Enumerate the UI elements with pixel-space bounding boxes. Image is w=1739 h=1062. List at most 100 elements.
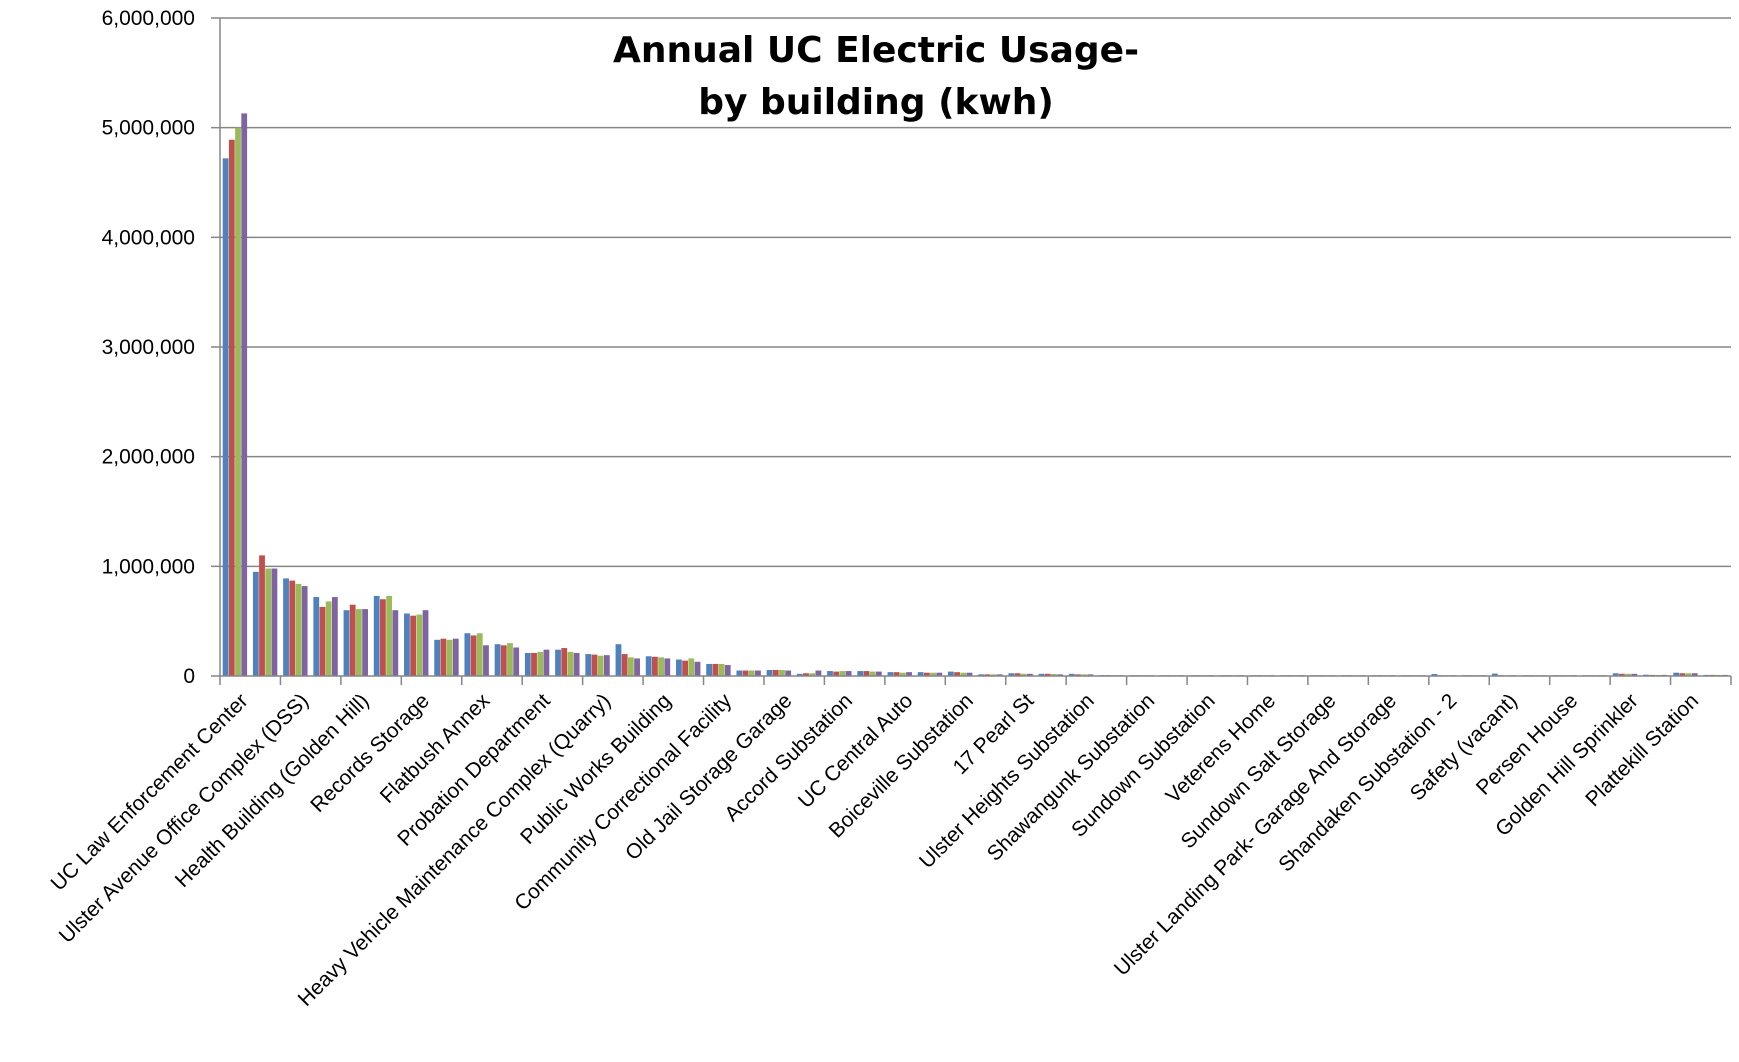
bar [785, 670, 792, 676]
bar [591, 654, 598, 676]
bar [947, 671, 954, 676]
bar [1679, 673, 1686, 676]
bars [222, 113, 1728, 677]
bar [325, 601, 332, 676]
bar [241, 113, 248, 676]
bar [1491, 673, 1498, 676]
bar [682, 660, 689, 676]
axes [211, 17, 1732, 685]
bar [917, 672, 924, 676]
bar [531, 652, 537, 676]
bar [440, 638, 447, 676]
bar [507, 643, 513, 676]
bar [422, 610, 429, 676]
bar [464, 633, 471, 676]
bar [1081, 674, 1088, 676]
bar [265, 568, 272, 676]
bar [1020, 673, 1027, 676]
bar [259, 555, 265, 676]
bar [1038, 673, 1045, 676]
bar [271, 568, 278, 676]
bar [869, 671, 876, 676]
y-tick-label: 1,000,000 [102, 555, 195, 578]
bar [573, 652, 580, 676]
bar [1685, 673, 1692, 676]
bar [222, 158, 229, 676]
bar [313, 597, 320, 676]
bar [664, 658, 671, 676]
bar [1075, 674, 1081, 676]
bar [996, 674, 1003, 676]
x-category-label: Plattekill Station [1581, 689, 1703, 811]
bar [603, 655, 610, 676]
bar [978, 674, 985, 676]
x-category-label: Ulster Avenue Office Complex (DSS) [55, 689, 313, 947]
bar [331, 597, 338, 676]
bar [386, 595, 393, 676]
bar [694, 661, 701, 676]
bar [1631, 673, 1638, 676]
bar [621, 654, 628, 676]
bar [301, 586, 308, 676]
x-category-label: Safety (vacant) [1406, 689, 1522, 805]
bar [537, 651, 544, 676]
bar [500, 645, 507, 676]
bar [1008, 673, 1015, 676]
bar [960, 672, 967, 676]
bar [658, 657, 664, 676]
bar [416, 614, 423, 676]
bar [772, 669, 779, 676]
bar [809, 673, 816, 676]
bar [235, 127, 241, 677]
y-tick-label: 3,000,000 [102, 336, 195, 359]
bar [380, 599, 386, 676]
bar [634, 658, 640, 676]
bar [1051, 674, 1057, 676]
bar [706, 663, 713, 676]
x-category-label: Veterens Home [1162, 689, 1281, 808]
y-tick-label: 6,000,000 [102, 7, 195, 30]
bar [990, 674, 997, 676]
bar [585, 654, 592, 676]
bar [688, 658, 695, 676]
bar [392, 610, 399, 676]
bar [349, 604, 356, 676]
bar [893, 672, 900, 676]
bar [524, 652, 531, 676]
bar [1625, 673, 1632, 676]
bar [755, 670, 761, 676]
bar [597, 655, 604, 676]
bar [1673, 672, 1680, 676]
bar [899, 672, 906, 676]
bar [875, 671, 882, 676]
y-tick-label: 4,000,000 [102, 226, 195, 249]
bar [815, 670, 822, 676]
bar [930, 672, 936, 676]
x-category-label: Community Correctional Facility [510, 689, 736, 915]
bar [1087, 674, 1094, 676]
bar [513, 647, 520, 676]
bar [748, 670, 755, 676]
y-tick-label: 5,000,000 [102, 117, 195, 140]
bar [1044, 673, 1051, 676]
bar [343, 610, 350, 676]
bar [712, 663, 719, 676]
bar [1068, 673, 1075, 676]
labels: 0 1,000,000 2,000,000 3,000,000 4,000,000 5,0… [47, 7, 1704, 1011]
bar [936, 672, 943, 676]
bar [1691, 673, 1698, 676]
bar [887, 672, 894, 676]
bar [839, 671, 846, 676]
bar [803, 673, 809, 676]
bar [1431, 674, 1438, 676]
chart-title-line-1: Annual UC Electric Usage- [613, 30, 1139, 71]
bar [906, 672, 912, 676]
bar [833, 671, 840, 676]
bar [984, 674, 991, 676]
bar [543, 649, 550, 676]
bar [779, 669, 785, 676]
bar [561, 648, 568, 676]
bar [483, 645, 489, 676]
